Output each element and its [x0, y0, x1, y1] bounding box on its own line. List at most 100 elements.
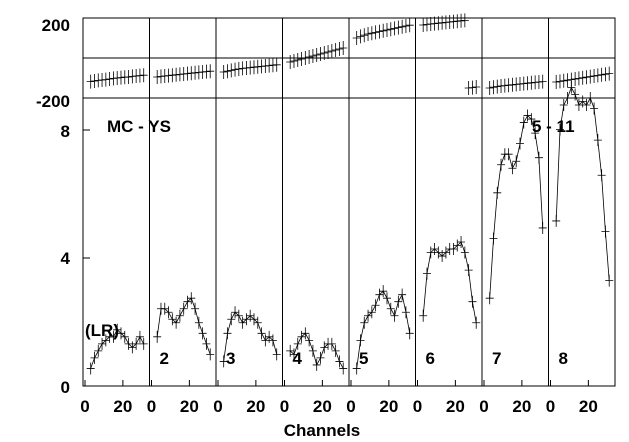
bottom-point-panel-1-6 [109, 330, 118, 343]
xtick-label-panel-2-0: 0 [147, 397, 156, 416]
bottom-point-panel-5-5 [371, 299, 380, 312]
top-point-panel-4-5 [305, 50, 314, 64]
top-point-panel-3-14 [272, 57, 281, 72]
top-point-panel-4-10 [324, 45, 333, 59]
bottom-point-panel-5-3 [364, 309, 373, 322]
bottom-point-panel-8-13 [601, 225, 610, 238]
bottom-point-panel-6-6 [441, 246, 450, 259]
bottom-point-panel-3-10 [257, 327, 266, 340]
bottom-point-panel-3-5 [238, 316, 247, 329]
top-point-panel-6-14 [472, 80, 481, 94]
bottom-point-panel-4-2 [293, 337, 302, 350]
top-point-panel-1-5 [105, 72, 114, 86]
panel-label-3: 3 [226, 349, 235, 368]
bottom-point-panel-7-7 [512, 155, 521, 168]
bottom-point-panel-6-1 [422, 267, 431, 280]
bottom-point-panel-3-7 [246, 309, 255, 322]
bottom-point-panel-4-6 [308, 344, 317, 357]
panel-label-4: 4 [293, 349, 303, 368]
bottom-point-panel-5-12 [398, 288, 407, 301]
bottom-point-panel-5-11 [394, 295, 403, 308]
bottom-point-panel-6-12 [464, 264, 473, 277]
bottom-point-panel-2-14 [206, 348, 215, 361]
top-point-panel-5-6 [375, 24, 384, 39]
bottom-point-panel-6-11 [460, 246, 469, 259]
xtick-label-panel-4-0: 0 [280, 397, 289, 416]
bottom-point-panel-6-14 [472, 316, 481, 329]
bottom-point-panel-7-6 [508, 162, 517, 175]
bottom-point-panel-5-10 [390, 309, 399, 322]
top-point-panel-6-11 [460, 13, 469, 28]
panel-label-1: (LR) [85, 321, 119, 340]
top-point-panel-4-11 [327, 44, 336, 58]
top-point-panel-8-13 [601, 67, 610, 82]
bottom-point-panel-5-8 [382, 292, 391, 305]
top-point-panel-3-0 [219, 65, 228, 79]
bottom-point-panel-1-7 [113, 323, 122, 336]
bottom-point-panel-3-2 [227, 313, 236, 326]
bottom-point-panel-7-12 [531, 127, 540, 140]
bottom-point-panel-4-8 [316, 351, 325, 364]
bottom-point-panel-8-11 [593, 134, 602, 147]
top-point-panel-7-1 [489, 80, 498, 95]
top-point-panel-4-9 [320, 46, 329, 60]
top-point-panel-8-5 [571, 72, 580, 86]
xtick-label-panel-8-0: 0 [546, 397, 555, 416]
top-point-panel-8-0 [552, 75, 561, 89]
bottom-point-panel-8-0 [552, 214, 561, 227]
bottom-point-panel-7-5 [504, 148, 513, 161]
top-point-panel-3-4 [234, 62, 243, 76]
bottom-point-panel-3-0 [219, 355, 228, 368]
top-point-panel-8-8 [582, 70, 591, 85]
bottom-point-panel-8-3 [563, 92, 572, 104]
top-point-panel-5-14 [405, 18, 414, 33]
panel-label-7: 7 [492, 349, 501, 368]
top-point-panel-8-2 [559, 73, 568, 88]
bottom-point-panel-1-14 [139, 337, 148, 350]
top-point-panel-3-3 [231, 62, 240, 77]
bottom-point-panel-3-8 [249, 313, 258, 326]
top-point-panel-8-12 [597, 67, 606, 82]
top-point-panel-8-4 [567, 72, 576, 87]
xtick-label-panel-6-0: 0 [413, 397, 422, 416]
bottom-point-panel-2-6 [175, 309, 184, 322]
bottom-point-panel-4-5 [305, 334, 314, 347]
top-point-panel-5-7 [379, 23, 388, 38]
top-point-panel-6-4 [434, 16, 443, 31]
bottom-point-panel-7-11 [527, 113, 536, 126]
bottom-point-panel-2-3 [164, 306, 173, 319]
top-point-panel-5-4 [367, 26, 376, 41]
top-point-panel-6-9 [453, 14, 462, 29]
bottom-point-panel-7-2 [493, 186, 502, 199]
xtick-label-panel-2-20: 20 [180, 397, 199, 416]
bottom-point-panel-4-0 [286, 344, 295, 357]
top-point-panel-4-7 [312, 48, 321, 62]
bottom-point-panel-4-7 [312, 358, 321, 371]
top-ytick-label-200: 200 [42, 16, 70, 35]
top-point-panel-5-3 [364, 27, 373, 41]
bottom-point-panel-3-11 [261, 334, 270, 347]
bottom-point-panel-4-11 [327, 337, 336, 350]
bottom-point-panel-6-8 [449, 243, 458, 256]
bottom-point-panel-7-8 [515, 137, 524, 150]
panel-label-6: 6 [426, 349, 435, 368]
bottom-point-panel-4-9 [320, 341, 329, 354]
bottom-point-panel-2-0 [153, 330, 162, 343]
bottom-point-panel-5-4 [367, 306, 376, 319]
bottom-point-panel-8-6 [574, 99, 583, 112]
top-point-panel-3-1 [223, 64, 232, 79]
bottom-point-panel-7-14 [538, 221, 547, 234]
top-point-panel-8-14 [605, 66, 614, 81]
xtick-label-panel-3-0: 0 [213, 397, 222, 416]
top-point-panel-1-4 [101, 72, 110, 87]
annotation-mc-ys: MC - YS [107, 117, 171, 136]
xtick-label-panel-1-0: 0 [80, 397, 89, 416]
top-point-panel-8-1 [555, 74, 564, 89]
bottom-point-panel-1-8 [116, 327, 125, 340]
top-point-panel-4-0 [286, 55, 295, 69]
top-point-panel-7-2 [493, 79, 502, 94]
bottom-point-panel-7-10 [523, 109, 532, 122]
bottom-point-panel-8-12 [597, 169, 606, 182]
bottom-point-panel-4-3 [297, 330, 306, 343]
